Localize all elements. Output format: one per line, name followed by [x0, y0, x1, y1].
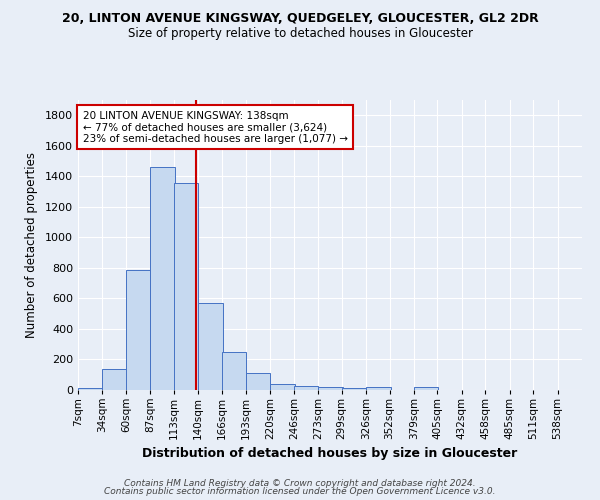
Bar	[246, 373, 271, 390]
Y-axis label: Number of detached properties: Number of detached properties	[25, 152, 38, 338]
Bar	[414, 387, 439, 390]
X-axis label: Distribution of detached houses by size in Gloucester: Distribution of detached houses by size …	[142, 448, 518, 460]
Bar	[366, 387, 391, 390]
Bar	[294, 386, 318, 390]
Bar	[342, 388, 366, 390]
Bar	[318, 387, 343, 390]
Bar	[103, 369, 127, 390]
Text: 20 LINTON AVENUE KINGSWAY: 138sqm
← 77% of detached houses are smaller (3,624)
2: 20 LINTON AVENUE KINGSWAY: 138sqm ← 77% …	[83, 110, 347, 144]
Bar	[150, 167, 175, 390]
Text: Contains public sector information licensed under the Open Government Licence v3: Contains public sector information licen…	[104, 487, 496, 496]
Text: Contains HM Land Registry data © Crown copyright and database right 2024.: Contains HM Land Registry data © Crown c…	[124, 478, 476, 488]
Bar	[271, 384, 295, 390]
Text: 20, LINTON AVENUE KINGSWAY, QUEDGELEY, GLOUCESTER, GL2 2DR: 20, LINTON AVENUE KINGSWAY, QUEDGELEY, G…	[62, 12, 538, 26]
Bar	[221, 352, 246, 390]
Bar	[174, 182, 198, 390]
Bar	[78, 388, 103, 390]
Bar	[198, 303, 223, 390]
Bar	[126, 270, 150, 390]
Text: Size of property relative to detached houses in Gloucester: Size of property relative to detached ho…	[128, 28, 473, 40]
